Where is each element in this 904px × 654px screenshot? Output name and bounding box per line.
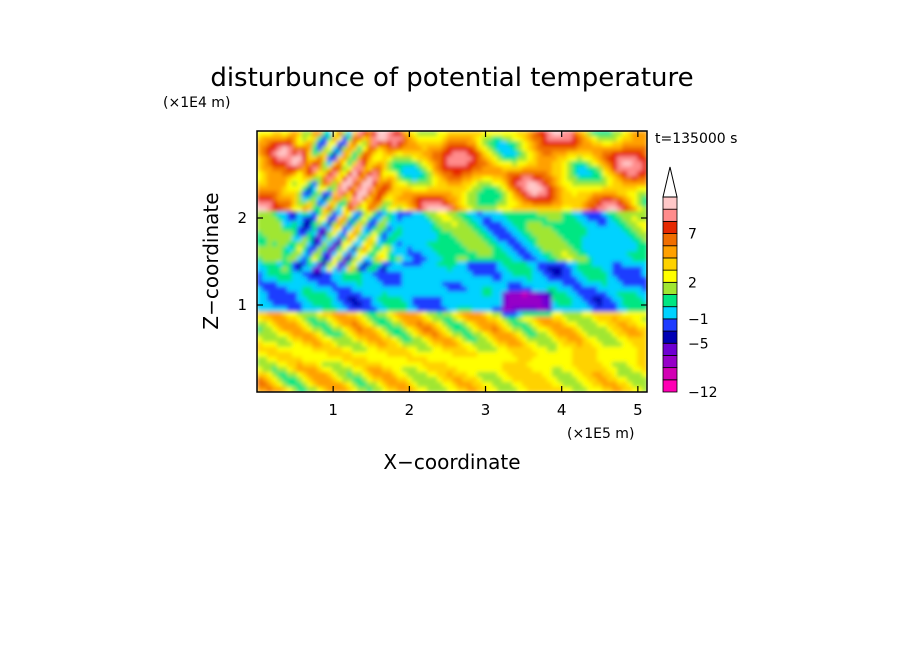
y-axis: 12 [237, 209, 647, 314]
x-axis: 1 2 3 4 5 [328, 131, 643, 419]
x-tick-label: 1 [328, 401, 338, 419]
colorbar: 7 2 −1 −5 −12 [662, 166, 718, 401]
colorbar-swatch [662, 208, 678, 222]
colorbar-swatch [662, 379, 678, 393]
colorbar-swatch [662, 330, 678, 344]
y-scale-label: (×1E4 m) [163, 95, 230, 111]
chart-title: disturbunce of potential temperature [210, 63, 693, 93]
colorbar-swatch [662, 306, 678, 320]
colorbar-tick-label: 2 [688, 275, 697, 291]
colorbar-swatch [662, 196, 678, 210]
temperature-field [257, 131, 647, 392]
x-axis-label: X−coordinate [383, 450, 520, 474]
colorbar-swatch [662, 294, 678, 308]
colorbar-tick-label: −5 [688, 336, 709, 352]
colorbar-swatch [662, 245, 678, 259]
colorbar-tick-label: −12 [688, 385, 718, 401]
colorbar-swatch [662, 367, 678, 381]
x-tick-label: 5 [633, 401, 643, 419]
colorbar-swatch [662, 233, 678, 247]
colorbar-swatch [662, 281, 678, 295]
colorbar-swatch [662, 257, 678, 271]
y-axis-label: Z−coordinate [199, 192, 223, 329]
colorbar-swatch [662, 220, 678, 234]
x-tick-label: 3 [481, 401, 491, 419]
y-tick-label: 2 [237, 209, 247, 227]
colorbar-tick-label: −1 [688, 312, 709, 328]
colorbar-swatch [662, 318, 678, 332]
colorbar-swatch [662, 355, 678, 369]
colorbar-swatch [662, 342, 678, 356]
colorbar-swatch [662, 269, 678, 283]
y-tick-label: 1 [237, 296, 247, 314]
colorbar-extend-arrow [662, 166, 678, 198]
x-scale-label: (×1E5 m) [567, 426, 634, 442]
plot-frame [256, 130, 648, 393]
x-tick-label: 4 [557, 401, 567, 419]
colorbar-tick-label: 7 [688, 227, 697, 243]
time-label: t=135000 s [655, 131, 737, 147]
x-tick-label: 2 [405, 401, 415, 419]
